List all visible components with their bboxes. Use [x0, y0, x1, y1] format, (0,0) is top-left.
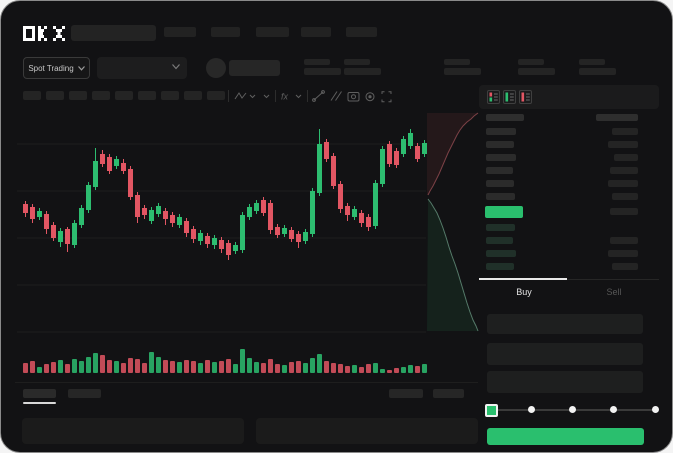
stat-label-placeholder [518, 59, 544, 65]
measure-tool-icon[interactable] [330, 91, 342, 101]
ask-row-amount [612, 193, 638, 200]
stat-label-placeholder [344, 59, 370, 65]
stat-label-placeholder [579, 59, 605, 65]
bid-row-price [486, 237, 513, 244]
bid-row-amount [610, 237, 638, 244]
nav-item-placeholder[interactable] [211, 27, 240, 37]
orderbook-view-asks-icon[interactable] [519, 90, 532, 104]
svg-text:fx: fx [281, 92, 289, 102]
toolbar-chip-placeholder[interactable] [69, 91, 87, 100]
stat-value-placeholder [344, 68, 381, 75]
chart-toolbar: fx [228, 90, 392, 103]
pair-dropdown[interactable] [97, 57, 187, 79]
bid-row-price [486, 224, 515, 231]
depth-chart [427, 112, 479, 332]
amount-input[interactable] [487, 343, 643, 365]
bottom-tab-placeholder[interactable] [23, 389, 56, 398]
market-type-label: Spot Trading [28, 63, 74, 73]
last-price-amount [610, 208, 638, 215]
stat-value-placeholder [518, 68, 555, 75]
slider-step-dot[interactable] [527, 406, 535, 413]
section-divider [15, 382, 478, 383]
slider-step-dot[interactable] [651, 406, 659, 413]
nav-item-placeholder[interactable] [301, 27, 331, 37]
stat-value-placeholder [304, 68, 341, 75]
toolbar-chip-placeholder[interactable] [207, 91, 225, 100]
tab-buy[interactable]: Buy [516, 287, 532, 297]
nav-item-placeholder[interactable] [256, 27, 289, 37]
buy-submit-button[interactable] [487, 428, 644, 445]
ask-row-price [486, 141, 514, 148]
tab-sell[interactable]: Sell [606, 287, 622, 297]
slider-step-dot[interactable] [610, 406, 618, 413]
toolbar-chip-placeholder[interactable] [46, 91, 64, 100]
trendline-tool-icon[interactable] [312, 90, 325, 102]
ask-row-amount [608, 141, 638, 148]
market-type-dropdown[interactable]: Spot Trading [23, 57, 90, 79]
ask-row-amount [612, 128, 638, 135]
orders-panel-placeholder [22, 418, 244, 444]
ask-row-price [486, 128, 516, 135]
pair-name-placeholder [229, 60, 280, 76]
last-price-indicator [485, 206, 523, 218]
toolbar-chip-placeholder[interactable] [115, 91, 133, 100]
price-input[interactable] [487, 314, 643, 334]
slider-handle[interactable] [485, 404, 498, 417]
indicators-fx-icon[interactable]: fx [281, 92, 302, 102]
tabbar-baseline [479, 279, 659, 280]
orderbook-view-bids-icon[interactable] [503, 90, 516, 104]
orderbook-header-left [486, 114, 524, 121]
active-tab-indicator [479, 278, 567, 280]
chevron-down-icon [172, 64, 180, 70]
chart-type-chevron-icon[interactable] [263, 94, 270, 99]
ask-row-amount [608, 180, 638, 187]
toolbar-chip-placeholder[interactable] [138, 91, 156, 100]
bid-row-price [486, 250, 516, 257]
chart-gridlines [17, 143, 426, 333]
active-tab-underline [23, 402, 56, 404]
snapshot-camera-icon[interactable] [347, 92, 360, 102]
bottom-action-placeholder[interactable] [433, 389, 464, 398]
toolbar-chip-placeholder[interactable] [161, 91, 179, 100]
toolbar-chip-placeholder[interactable] [23, 91, 41, 100]
bottom-tab-placeholder[interactable] [68, 389, 101, 398]
stat-label-placeholder [444, 59, 470, 65]
bid-row-amount [608, 250, 638, 257]
bid-row-price [486, 263, 514, 270]
toolbar-chip-placeholder[interactable] [92, 91, 110, 100]
toolbar-chip-placeholder[interactable] [184, 91, 202, 100]
okx-logo [23, 26, 65, 41]
orderbook-view-all-icon[interactable] [487, 90, 500, 104]
slider-step-dot[interactable] [569, 406, 576, 413]
nav-item-placeholder[interactable] [164, 27, 196, 37]
brand-text-placeholder [71, 25, 156, 41]
chart-interval-icon[interactable] [234, 92, 256, 100]
ask-row-price [486, 193, 515, 200]
orderbook-header-right [596, 114, 638, 121]
ask-row-amount [614, 154, 638, 161]
stat-value-placeholder [579, 68, 616, 75]
total-input[interactable] [487, 371, 643, 393]
bid-row-amount [612, 263, 638, 270]
ask-row-amount [610, 167, 638, 174]
orderbook-toolbar-strip [479, 85, 659, 109]
orders-panel-placeholder [256, 418, 478, 444]
chart-settings-icon[interactable] [365, 92, 375, 102]
candlesticks [23, 129, 427, 260]
orderbook-view-toggles [487, 90, 532, 104]
fullscreen-icon[interactable] [381, 91, 392, 103]
bottom-action-placeholder[interactable] [389, 389, 423, 398]
ask-row-price [486, 167, 513, 174]
ask-row-price [486, 154, 516, 161]
stat-value-placeholder [444, 68, 481, 75]
pair-coin-icon [206, 58, 226, 78]
nav-item-placeholder[interactable] [346, 27, 377, 37]
volume-bars [23, 349, 427, 373]
ask-row-price [486, 180, 514, 187]
stat-label-placeholder [304, 59, 330, 65]
chevron-down-icon [77, 65, 85, 71]
